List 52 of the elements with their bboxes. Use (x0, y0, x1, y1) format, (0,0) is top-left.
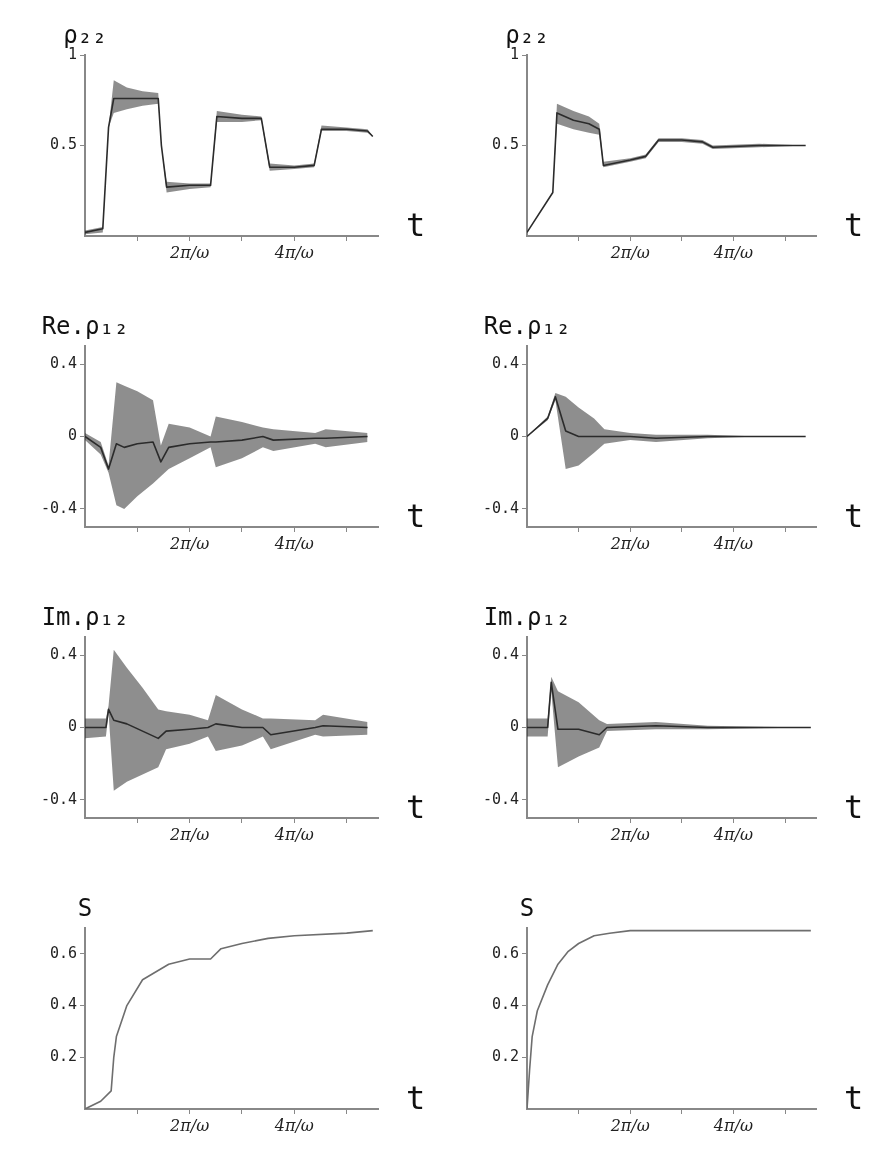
y-axis-title: Im.ρ₁₂ (41, 603, 129, 632)
y-tick-label: 0 (67, 717, 77, 736)
y-tick-label: 0 (67, 426, 77, 445)
x-tick-label: 2π/ω (609, 824, 650, 844)
y-axis-title: S (77, 894, 93, 923)
x-tick-label: 4π/ω (712, 242, 753, 262)
x-axis-title: t (844, 206, 864, 245)
y-axis-title: Im.ρ₁₂ (483, 603, 571, 632)
x-tick-label: 2π/ω (609, 242, 650, 262)
y-tick-label: 0.4 (491, 644, 519, 663)
x-tick-label: 4π/ω (273, 824, 314, 844)
y-tick-label: 0.4 (49, 353, 77, 372)
x-tick-label: 4π/ω (712, 533, 753, 553)
x-tick-label: 2π/ω (169, 242, 210, 262)
y-tick-label: -0.4 (482, 498, 519, 517)
x-axis-title: t (844, 497, 864, 536)
x-tick-label: 2π/ω (169, 1115, 210, 1135)
y-tick-label: 0.4 (49, 995, 77, 1014)
x-tick-label: 2π/ω (169, 824, 210, 844)
x-tick-label: 2π/ω (609, 533, 650, 553)
x-tick-label: 4π/ω (273, 533, 314, 553)
y-tick-label: 0 (509, 426, 519, 445)
x-tick-label: 2π/ω (169, 533, 210, 553)
y-tick-label: -0.4 (482, 789, 519, 808)
y-axis-title: Re.ρ₁₂ (483, 312, 571, 341)
y-tick-label: -0.4 (40, 498, 77, 517)
y-tick-label: 0.4 (491, 995, 519, 1014)
y-tick-label: 0.2 (49, 1047, 77, 1066)
x-axis-title: t (406, 206, 426, 245)
x-axis-title: t (406, 1079, 426, 1118)
x-axis-title: t (844, 788, 864, 827)
x-tick-label: 4π/ω (273, 1115, 314, 1135)
y-tick-label: 0.5 (49, 135, 77, 154)
x-tick-label: 4π/ω (712, 1115, 753, 1135)
x-tick-label: 4π/ω (712, 824, 753, 844)
y-tick-label: 0 (509, 717, 519, 736)
y-axis-title: S (519, 894, 535, 923)
y-tick-label: -0.4 (40, 789, 77, 808)
y-tick-label: 1 (509, 44, 519, 63)
y-tick-label: 1 (67, 44, 77, 63)
x-tick-label: 4π/ω (273, 242, 314, 262)
x-axis-title: t (406, 497, 426, 536)
y-tick-label: 0.5 (491, 135, 519, 154)
x-tick-label: 2π/ω (609, 1115, 650, 1135)
x-axis-title: t (406, 788, 426, 827)
y-tick-label: 0.6 (49, 943, 77, 962)
x-axis-title: t (844, 1079, 864, 1118)
y-tick-label: 0.4 (491, 353, 519, 372)
y-axis-title: Re.ρ₁₂ (41, 312, 129, 341)
y-tick-label: 0.2 (491, 1047, 519, 1066)
y-tick-label: 0.6 (491, 943, 519, 962)
y-tick-label: 0.4 (49, 644, 77, 663)
